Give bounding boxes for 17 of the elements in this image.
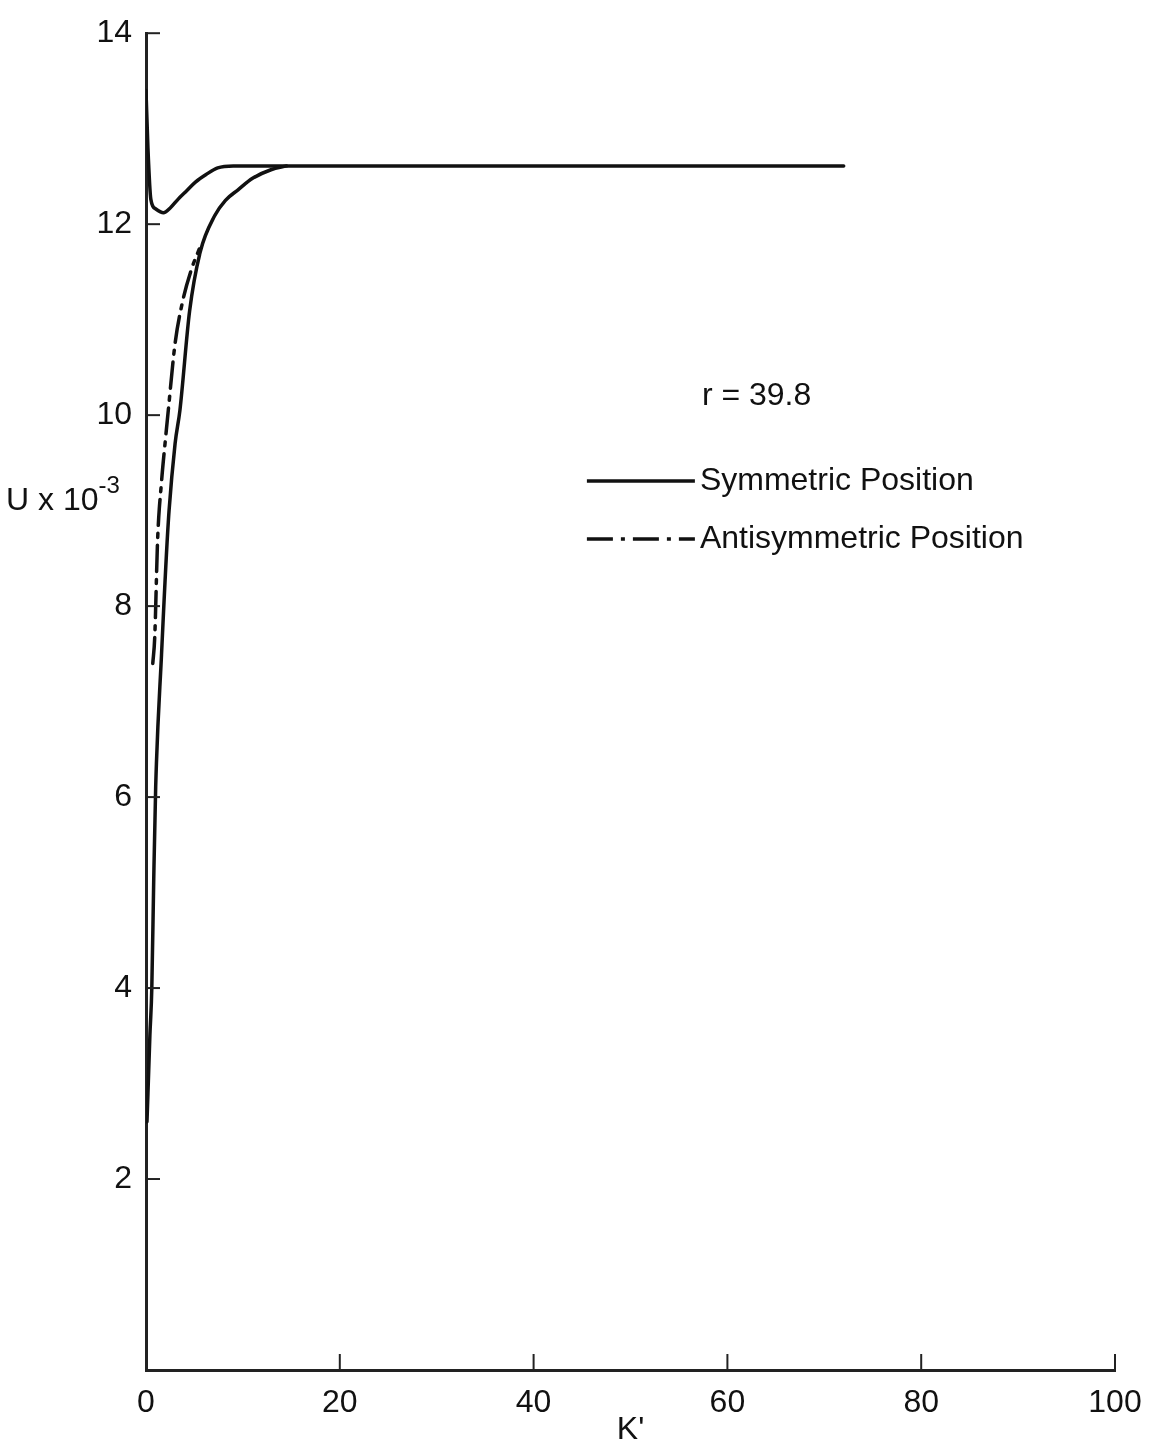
x-axis-title: K' xyxy=(616,1409,645,1446)
y-tick-label: 2 xyxy=(114,1158,132,1195)
x-tick-label: 40 xyxy=(515,1383,552,1420)
x-tick-label: 80 xyxy=(903,1383,939,1420)
legend-label: Antisymmetric Position xyxy=(699,518,1024,555)
y-tick-label: 14 xyxy=(96,13,132,50)
y-tick-label: 4 xyxy=(114,967,132,1004)
y-tick-label: 8 xyxy=(114,585,132,622)
annotation: r = 39.8 xyxy=(701,375,812,412)
x-tick-label: 20 xyxy=(322,1383,358,1420)
y-tick-label: 12 xyxy=(96,204,132,240)
x-tick-label: 60 xyxy=(709,1383,746,1420)
x-tick-label: 100 xyxy=(1088,1383,1142,1420)
legend-label: Symmetric Position xyxy=(699,460,974,497)
y-tick-label: 10 xyxy=(96,394,132,431)
y-tick-label: 6 xyxy=(114,776,132,813)
x-tick-label: 0 xyxy=(137,1383,155,1420)
